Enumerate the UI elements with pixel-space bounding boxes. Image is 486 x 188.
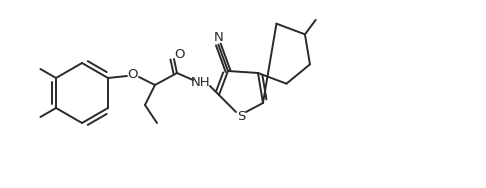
Text: S: S xyxy=(237,111,245,124)
Text: O: O xyxy=(175,49,185,61)
Text: N: N xyxy=(213,31,223,44)
Text: NH: NH xyxy=(191,77,211,89)
Text: O: O xyxy=(128,68,138,82)
